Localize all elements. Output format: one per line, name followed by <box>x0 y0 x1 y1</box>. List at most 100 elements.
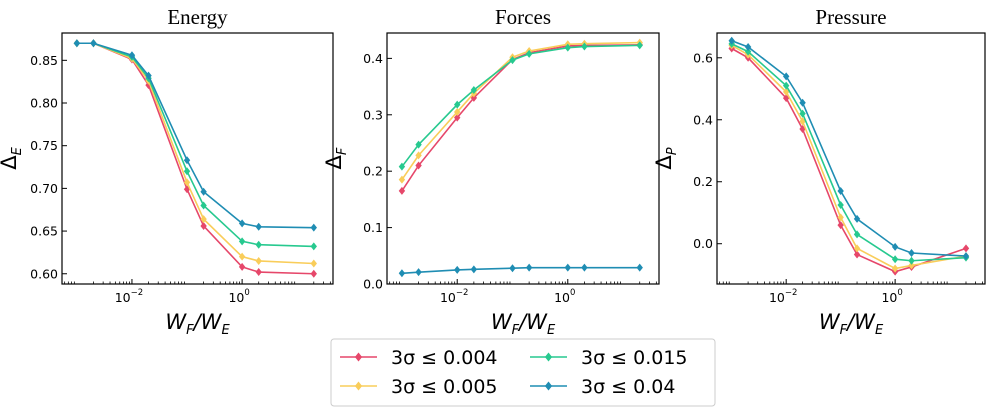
y-tick-label: 0.2 <box>363 164 383 179</box>
plot-frame <box>386 32 660 285</box>
data-point <box>238 252 246 261</box>
data-point <box>853 230 861 239</box>
y-tick-label: 0.4 <box>363 51 383 66</box>
legend-label: 3σ ≤ 0.015 <box>581 347 688 369</box>
data-point <box>310 269 317 278</box>
series-line <box>731 43 967 262</box>
data-point <box>728 36 735 45</box>
panel-title: Forces <box>495 5 551 29</box>
data-point <box>200 215 207 224</box>
panel-energy: Energy 0.60 0.65 0.70 0.75 0.80 0.85 10−2 100 WF/… <box>0 5 334 338</box>
legend-marker <box>354 352 363 362</box>
data-point <box>398 162 406 171</box>
plot-frame <box>716 32 986 285</box>
data-point <box>525 263 533 272</box>
y-tick-label: 0.4 <box>693 112 713 127</box>
data-point <box>636 263 643 272</box>
data-point <box>238 219 246 228</box>
data-point <box>837 200 844 209</box>
data-point <box>744 42 752 51</box>
y-tick-label: 0.85 <box>30 53 58 68</box>
data-point <box>908 249 915 258</box>
y-tick-label: 0.6 <box>693 50 713 65</box>
data-point <box>853 244 861 253</box>
y-tick-label: 0.1 <box>363 220 383 235</box>
data-point <box>525 49 533 58</box>
data-point <box>853 214 861 223</box>
data-point <box>415 140 422 149</box>
legend-entry: 3σ ≤ 0.04 <box>530 376 675 398</box>
data-point <box>837 187 844 196</box>
data-point <box>837 221 844 230</box>
legend-label: 3σ ≤ 0.04 <box>581 376 675 398</box>
y-tick-label: 0.65 <box>30 224 58 239</box>
data-point <box>183 156 191 165</box>
x-tick-label: 10−2 <box>769 288 797 305</box>
series-3 <box>728 39 970 265</box>
data-point <box>310 223 317 232</box>
data-point <box>255 268 262 277</box>
series-1 <box>73 39 317 278</box>
data-point <box>415 151 422 160</box>
x-tick-label: 100 <box>554 288 575 305</box>
data-point <box>509 264 516 273</box>
legend-marker <box>354 381 363 391</box>
series-3 <box>398 41 643 171</box>
series-3 <box>73 39 317 251</box>
data-point <box>564 263 571 272</box>
series-line <box>401 44 640 168</box>
x-tick-label: 100 <box>881 288 902 305</box>
legend-marker <box>544 381 553 391</box>
series-4 <box>398 263 643 278</box>
data-point <box>200 221 207 230</box>
panel-title: Pressure <box>815 5 886 29</box>
series-4 <box>73 39 317 232</box>
series-line <box>401 266 640 275</box>
data-point <box>581 42 588 51</box>
data-point <box>90 39 97 48</box>
data-point <box>145 71 152 80</box>
legend-entry: 3σ ≤ 0.005 <box>340 376 498 398</box>
data-point <box>470 85 478 94</box>
data-point <box>891 264 899 273</box>
data-point <box>782 81 790 90</box>
y-tick-label: 0.75 <box>30 138 58 153</box>
plot-frame <box>61 32 334 285</box>
legend-label: 3σ ≤ 0.004 <box>391 347 498 369</box>
y-tick-label: 0.70 <box>30 181 58 196</box>
series-4 <box>728 36 970 261</box>
series-1 <box>398 40 643 195</box>
data-point <box>782 94 790 103</box>
data-point <box>398 186 406 195</box>
data-point <box>73 39 81 48</box>
data-point <box>255 222 262 231</box>
data-point <box>238 262 246 271</box>
data-point <box>799 109 806 118</box>
y-tick-label: 0.2 <box>693 174 713 189</box>
data-point <box>636 41 643 50</box>
data-point <box>398 175 406 184</box>
x-tick-label: 100 <box>228 288 249 305</box>
data-point <box>509 56 516 65</box>
data-point <box>238 237 246 246</box>
data-point <box>891 255 899 264</box>
data-point <box>837 213 844 222</box>
legend-frame <box>330 338 716 407</box>
series-line <box>401 41 640 181</box>
y-tick-label: 0.0 <box>363 277 383 292</box>
data-point <box>255 240 262 249</box>
y-tick-label: 0.60 <box>30 266 58 281</box>
data-point <box>454 107 461 116</box>
series-line <box>401 44 640 192</box>
data-point <box>255 256 262 265</box>
legend-entry: 3σ ≤ 0.004 <box>340 347 498 369</box>
data-point <box>744 47 752 56</box>
x-axis-label: WF/WE <box>165 310 230 338</box>
series-1 <box>728 44 970 276</box>
series-line <box>76 42 314 248</box>
legend-entry: 3σ ≤ 0.015 <box>530 347 688 369</box>
data-point <box>183 167 191 176</box>
y-axis-label: ΔE <box>0 146 25 169</box>
legend: 3σ ≤ 0.004 3σ ≤ 0.005 3σ ≤ 0.015 3σ ≤ 0.04 <box>330 338 716 407</box>
